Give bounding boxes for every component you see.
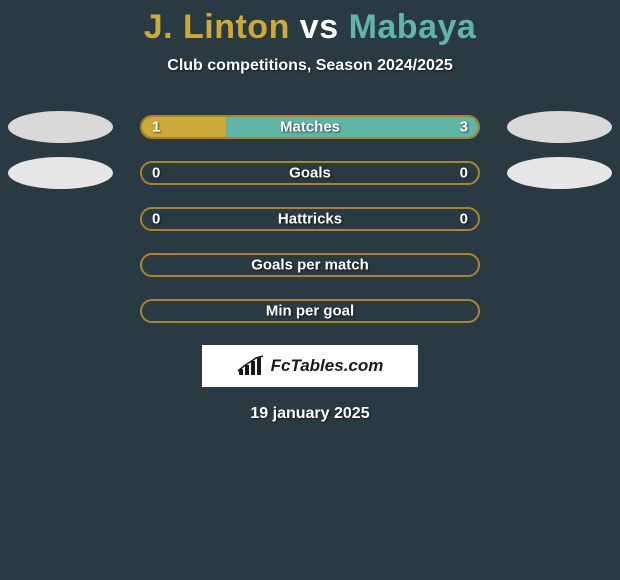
title-vs: vs (300, 8, 339, 46)
stat-row: Goals 0 0 (0, 161, 620, 185)
stat-row: Goals per match (0, 253, 620, 277)
stat-row: Min per goal (0, 299, 620, 323)
page-title: J. Linton vs Mabaya (0, 0, 620, 47)
stat-bar: Matches 1 3 (140, 115, 480, 139)
stat-label: Min per goal (266, 303, 354, 320)
stats-container: Matches 1 3 Goals 0 0 Hattricks 0 0 Goals per mat… (0, 115, 620, 323)
stat-value-left: 0 (152, 165, 160, 182)
stat-row: Matches 1 3 (0, 115, 620, 139)
subtitle: Club competitions, Season 2024/2025 (0, 57, 620, 75)
player1-ellipse (8, 111, 113, 143)
stat-value-left: 1 (152, 119, 160, 136)
player2-ellipse (507, 111, 612, 143)
stat-row: Hattricks 0 0 (0, 207, 620, 231)
stat-bar-fill-right (226, 117, 478, 137)
stat-value-right: 3 (460, 119, 468, 136)
title-player2: Mabaya (349, 8, 477, 46)
stat-bar: Min per goal (140, 299, 480, 323)
stat-bar: Goals 0 0 (140, 161, 480, 185)
stat-label: Goals (289, 165, 331, 182)
stat-value-right: 0 (460, 211, 468, 228)
player1-ellipse (8, 157, 113, 189)
stat-value-right: 0 (460, 165, 468, 182)
stat-bar: Goals per match (140, 253, 480, 277)
bar-chart-icon (237, 355, 265, 377)
stat-bar: Hattricks 0 0 (140, 207, 480, 231)
datestamp: 19 january 2025 (0, 405, 620, 423)
stat-value-left: 0 (152, 211, 160, 228)
stat-label: Hattricks (278, 211, 342, 228)
stat-label: Goals per match (251, 257, 369, 274)
attribution-text: FcTables.com (271, 356, 384, 376)
player2-ellipse (507, 157, 612, 189)
title-player1: J. Linton (144, 8, 290, 46)
stat-label: Matches (280, 119, 340, 136)
attribution-badge: FcTables.com (202, 345, 418, 387)
